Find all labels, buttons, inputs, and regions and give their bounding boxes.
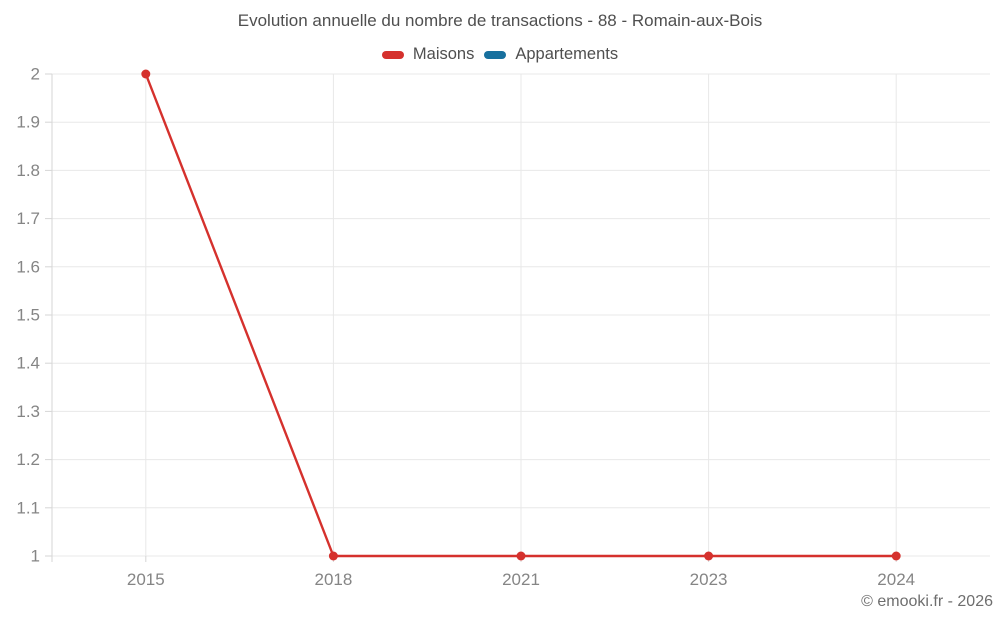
legend-label-maisons: Maisons [412, 45, 475, 63]
data-point-maisons-2018[interactable] [328, 551, 338, 561]
y-tick-label: 1.3 [16, 402, 40, 421]
y-tick-label: 1.1 [16, 498, 40, 517]
y-tick-label: 1.8 [16, 161, 40, 180]
chart-title: Evolution annuelle du nombre de transact… [237, 11, 763, 30]
y-tick-label: 2 [31, 65, 40, 84]
x-tick-label: 2021 [502, 570, 540, 589]
y-tick-label: 1.6 [16, 257, 40, 276]
data-point-maisons-2021[interactable] [516, 551, 526, 561]
x-tick-label: 2018 [314, 570, 352, 589]
y-tick-label: 1.5 [16, 306, 40, 325]
legend-item-appartements[interactable]: Appartements [484, 45, 618, 64]
y-tick-label: 1.4 [16, 354, 40, 373]
appartements-series-swatch-icon [484, 50, 507, 59]
y-tick-label: 1.2 [16, 450, 40, 469]
legend-item-maisons[interactable]: Maisons [381, 45, 475, 64]
copyright-credit: © emooki.fr - 2026 [861, 593, 993, 610]
maisons-series-swatch-icon [381, 50, 404, 59]
y-tick-label: 1 [31, 547, 40, 566]
data-point-maisons-2023[interactable] [704, 551, 714, 561]
y-tick-label: 1.7 [16, 209, 40, 228]
x-tick-label: 2015 [127, 570, 165, 589]
chart-legend: Maisons Appartements [0, 45, 1000, 64]
x-tick-label: 2023 [690, 570, 728, 589]
data-point-maisons-2024[interactable] [891, 551, 901, 561]
legend-label-appartements: Appartements [515, 45, 619, 63]
x-tick-label: 2024 [877, 570, 915, 589]
data-point-maisons-2015[interactable] [141, 69, 151, 79]
y-tick-label: 1.9 [16, 113, 40, 132]
